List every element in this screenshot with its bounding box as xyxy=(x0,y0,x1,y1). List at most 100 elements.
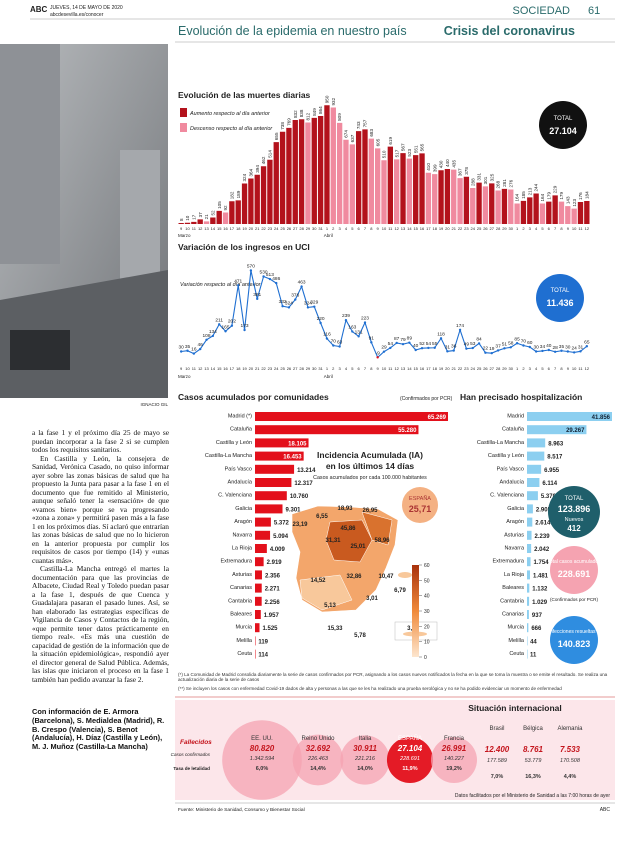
point xyxy=(319,321,322,325)
x-tick-label: 24 xyxy=(274,226,279,231)
country-cases: 221.216 xyxy=(354,756,376,762)
bar xyxy=(235,200,241,224)
bar xyxy=(527,530,532,540)
x-tick-label: 7 xyxy=(554,226,557,231)
category-label: Navarra xyxy=(504,546,525,552)
point-label: 486 xyxy=(272,276,280,282)
bar-value: 6.114 xyxy=(542,481,557,487)
bar-value: 44 xyxy=(530,639,537,645)
bar xyxy=(368,138,374,224)
bar-value: 182 xyxy=(229,191,234,199)
point xyxy=(218,323,221,326)
point xyxy=(522,344,525,347)
x-tick-label: 14 xyxy=(211,226,216,231)
paragraph: En Castilla y León, la consejera de Sani… xyxy=(32,453,169,565)
bar-value: 12.317 xyxy=(294,481,313,487)
x-tick-label: 12 xyxy=(198,366,203,371)
bar xyxy=(255,557,264,567)
chart-title: Han precisado hospitalización xyxy=(460,392,582,402)
point-label: 30 xyxy=(178,345,184,351)
x-tick-label: 28 xyxy=(496,366,501,371)
scale-label: 30 xyxy=(424,609,430,615)
category-label: País Vasco xyxy=(225,466,252,472)
point xyxy=(496,349,500,352)
country-name: Italia xyxy=(359,736,372,742)
x-tick-label: 30 xyxy=(509,366,514,371)
bar-value: 809 xyxy=(337,113,342,121)
bar xyxy=(349,144,355,224)
point-label: 28 xyxy=(552,345,558,351)
badge-value: 228.691 xyxy=(558,569,591,579)
bar xyxy=(470,188,476,224)
bar xyxy=(178,223,184,224)
bar-value: 2.271 xyxy=(265,587,281,593)
x-tick-label: 1 xyxy=(516,366,519,371)
x-tick-label: 19 xyxy=(242,226,247,231)
bar xyxy=(508,189,514,224)
bar xyxy=(255,544,267,553)
point-label: 34 xyxy=(540,344,546,350)
scale-label: 40 xyxy=(424,594,430,600)
bar-value: 838 xyxy=(299,109,304,117)
bar xyxy=(546,201,552,224)
x-tick-label: 10 xyxy=(572,226,577,231)
spain-badge xyxy=(402,487,438,523)
category-label: Castilla y León xyxy=(216,440,252,446)
bar xyxy=(495,190,501,224)
point xyxy=(281,305,284,308)
category-label: Melilla xyxy=(236,638,253,644)
paragraph: a la fase 1 y el próximo día 25 de mayo … xyxy=(32,429,169,454)
legend-swatch xyxy=(180,108,187,117)
bar xyxy=(577,202,584,224)
map-value: 32,86 xyxy=(346,574,362,580)
x-tick-label: 22 xyxy=(261,366,266,371)
x-tick-label: 16 xyxy=(223,226,228,231)
bar xyxy=(565,206,571,224)
legend-label: Descenso respecto al día anterior xyxy=(190,126,273,132)
category-label: La Rioja xyxy=(232,546,253,552)
point xyxy=(458,328,462,332)
bar-value: 1.754 xyxy=(534,560,550,566)
bar xyxy=(527,504,533,514)
category-label: Madrid (*) xyxy=(228,414,252,420)
bar xyxy=(255,478,292,487)
category-label: Cataluña xyxy=(230,427,253,433)
x-tick-label: 2 xyxy=(332,366,335,371)
point xyxy=(477,342,481,345)
point-label: 174 xyxy=(456,323,464,329)
x-tick-label: 13 xyxy=(204,226,209,231)
point-label: -9 xyxy=(376,350,381,356)
category-label: Galicia xyxy=(235,506,253,512)
point-label: 63 xyxy=(337,340,343,346)
bar xyxy=(419,153,425,224)
point-label: 58 xyxy=(508,340,514,346)
category-label: La Rioja xyxy=(504,572,525,578)
x-tick-label: 10 xyxy=(572,366,577,371)
point xyxy=(579,350,582,353)
x-tick-label: 17 xyxy=(426,366,431,371)
badge-note: (Confirmados por PCR) xyxy=(550,597,598,602)
category-label: Andalucía xyxy=(500,480,525,486)
category-label: Madrid xyxy=(507,414,524,420)
country-deaths: 27.104 xyxy=(397,744,423,753)
point-label: 22 xyxy=(483,346,489,352)
bar-value: 281 xyxy=(502,179,507,187)
map-value: 6,79 xyxy=(394,588,406,594)
point-label: 163 xyxy=(348,325,356,331)
badge xyxy=(548,486,600,538)
bar xyxy=(336,122,343,224)
point xyxy=(585,345,589,348)
bar xyxy=(191,221,197,224)
x-tick-label: 26 xyxy=(483,226,488,231)
point xyxy=(427,346,430,350)
category-label: Aragón xyxy=(506,519,524,525)
x-tick-label: 25 xyxy=(280,226,285,231)
x-tick-label: 15 xyxy=(217,366,222,371)
point-label: 463 xyxy=(298,280,306,286)
x-tick-label: 20 xyxy=(249,226,254,231)
bar-value: 55.280 xyxy=(398,428,417,434)
country-name: Bélgica xyxy=(523,726,543,732)
map-value: 45,86 xyxy=(340,526,356,532)
country-cases: 1.342.594 xyxy=(250,756,274,762)
x-tick-label: 14 xyxy=(407,366,412,371)
